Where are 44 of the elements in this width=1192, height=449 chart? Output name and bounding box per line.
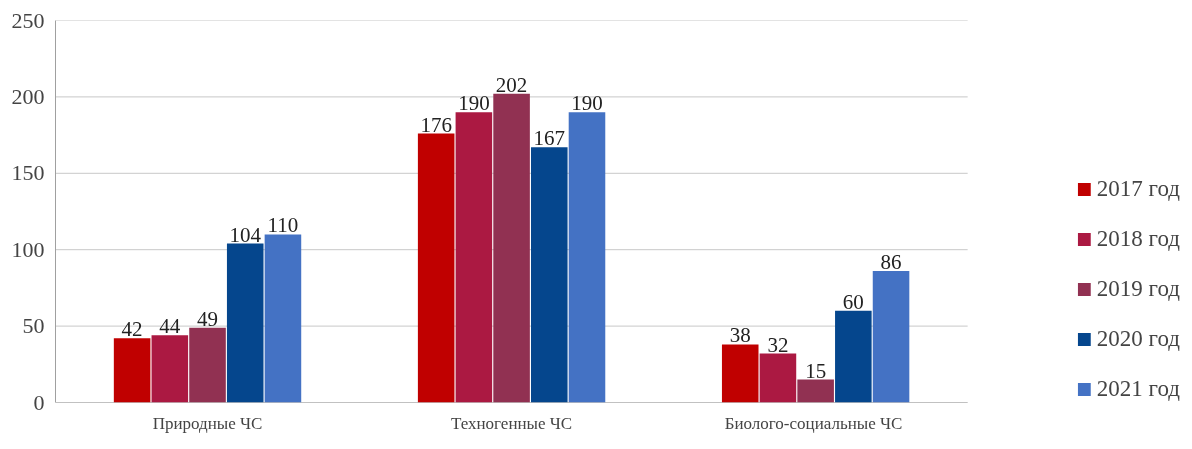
bar [568, 112, 606, 403]
data-label: 15 [805, 358, 827, 383]
x-tick-label: Техногенные ЧС [450, 413, 573, 433]
x-tick-label: Биолого-социальные ЧС [724, 413, 903, 433]
x-tick-label: Природные ЧС [152, 413, 263, 433]
data-label: 190 [571, 91, 603, 116]
bar [759, 353, 797, 403]
data-label: 86 [880, 250, 902, 275]
legend-label: 2017 год [1096, 176, 1180, 202]
data-label: 49 [197, 306, 219, 331]
bar [226, 243, 264, 403]
data-label: 167 [533, 126, 566, 151]
y-tick-label: 250 [11, 7, 45, 33]
y-tick-label: 0 [33, 389, 45, 415]
bar [835, 310, 872, 403]
y-tick-label: 100 [11, 236, 45, 262]
bar [151, 335, 189, 403]
bar [455, 112, 493, 403]
data-label: 42 [121, 317, 143, 342]
bar [872, 271, 910, 403]
legend-label: 2021 год [1096, 376, 1180, 402]
legend-label: 2018 год [1096, 226, 1180, 252]
data-label: 104 [229, 222, 262, 247]
data-label: 38 [729, 323, 751, 348]
data-label: 110 [267, 213, 299, 238]
legend-label: 2020 год [1096, 326, 1180, 352]
bar [721, 344, 759, 403]
bar [189, 327, 226, 403]
data-label: 190 [458, 91, 490, 116]
bar [797, 379, 834, 403]
y-tick-label: 150 [11, 160, 45, 186]
y-tick-label: 50 [22, 313, 45, 339]
bar [113, 338, 151, 403]
legend-label: 2019 год [1096, 276, 1180, 302]
bar [493, 93, 530, 403]
data-label: 202 [495, 72, 528, 97]
bar [531, 147, 568, 403]
data-label: 44 [159, 314, 181, 339]
data-label: 32 [767, 332, 789, 357]
y-tick-label: 200 [11, 83, 45, 109]
bar [264, 234, 302, 403]
bar [417, 133, 455, 403]
data-label: 60 [842, 289, 864, 314]
data-label: 176 [420, 112, 452, 137]
